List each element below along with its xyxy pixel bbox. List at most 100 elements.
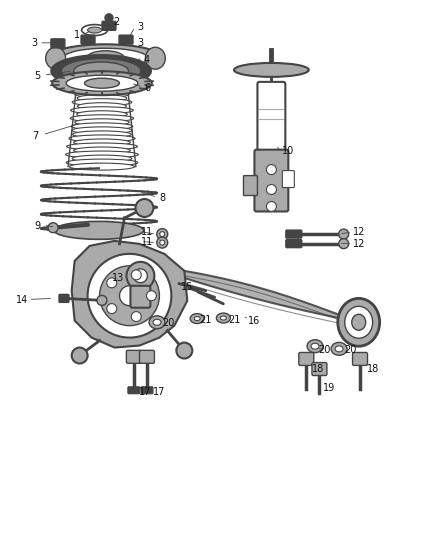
Ellipse shape xyxy=(71,123,133,130)
Text: 14: 14 xyxy=(16,295,28,305)
Circle shape xyxy=(134,269,148,283)
FancyBboxPatch shape xyxy=(244,175,258,196)
FancyBboxPatch shape xyxy=(141,387,153,394)
FancyBboxPatch shape xyxy=(127,350,141,364)
Ellipse shape xyxy=(234,63,309,77)
Circle shape xyxy=(131,312,141,321)
Text: 16: 16 xyxy=(248,316,260,326)
Text: 9: 9 xyxy=(35,221,41,231)
Text: 20: 20 xyxy=(318,345,331,355)
Ellipse shape xyxy=(81,25,107,36)
Text: 1: 1 xyxy=(74,30,80,41)
Ellipse shape xyxy=(149,316,165,329)
Ellipse shape xyxy=(75,119,129,126)
FancyBboxPatch shape xyxy=(81,35,95,44)
Ellipse shape xyxy=(307,340,323,353)
Ellipse shape xyxy=(74,91,129,98)
Ellipse shape xyxy=(61,59,141,84)
Ellipse shape xyxy=(63,49,148,68)
Ellipse shape xyxy=(77,95,127,102)
Ellipse shape xyxy=(71,107,133,114)
Ellipse shape xyxy=(311,343,319,349)
Ellipse shape xyxy=(66,159,138,166)
Text: 3: 3 xyxy=(138,22,144,33)
Ellipse shape xyxy=(85,78,120,88)
Circle shape xyxy=(127,262,154,290)
Ellipse shape xyxy=(77,111,127,118)
Ellipse shape xyxy=(74,139,131,146)
Ellipse shape xyxy=(216,313,230,323)
Ellipse shape xyxy=(220,316,226,320)
Text: 15: 15 xyxy=(181,281,194,292)
Ellipse shape xyxy=(74,62,128,80)
Ellipse shape xyxy=(72,127,132,134)
Circle shape xyxy=(131,270,141,280)
Ellipse shape xyxy=(72,155,132,162)
Ellipse shape xyxy=(52,71,152,95)
Ellipse shape xyxy=(66,75,138,91)
Polygon shape xyxy=(72,241,187,348)
Ellipse shape xyxy=(48,44,163,72)
Circle shape xyxy=(177,343,192,359)
Circle shape xyxy=(88,254,171,337)
Circle shape xyxy=(146,290,156,301)
Text: 2: 2 xyxy=(113,17,120,27)
Text: 20: 20 xyxy=(162,318,175,328)
Text: 18: 18 xyxy=(311,364,324,374)
Text: 13: 13 xyxy=(112,273,124,283)
Text: 11: 11 xyxy=(141,237,153,247)
Circle shape xyxy=(99,266,159,326)
FancyBboxPatch shape xyxy=(119,35,133,44)
FancyBboxPatch shape xyxy=(139,350,155,364)
Text: 10: 10 xyxy=(282,146,294,156)
FancyBboxPatch shape xyxy=(102,21,116,30)
Circle shape xyxy=(48,223,58,233)
Ellipse shape xyxy=(67,143,138,150)
Ellipse shape xyxy=(194,317,200,320)
Ellipse shape xyxy=(331,342,347,356)
Text: 21: 21 xyxy=(200,314,212,325)
Ellipse shape xyxy=(88,27,102,33)
Ellipse shape xyxy=(73,131,131,138)
Circle shape xyxy=(339,229,349,239)
Ellipse shape xyxy=(71,115,134,122)
FancyBboxPatch shape xyxy=(283,171,294,188)
Ellipse shape xyxy=(335,346,343,352)
Ellipse shape xyxy=(345,306,373,338)
Circle shape xyxy=(107,278,117,288)
Ellipse shape xyxy=(54,221,144,239)
Text: 18: 18 xyxy=(367,364,380,374)
Circle shape xyxy=(266,201,276,212)
Ellipse shape xyxy=(76,87,128,94)
Circle shape xyxy=(157,237,168,248)
FancyBboxPatch shape xyxy=(353,352,367,366)
FancyBboxPatch shape xyxy=(128,387,140,394)
FancyBboxPatch shape xyxy=(51,39,65,48)
FancyBboxPatch shape xyxy=(286,230,302,238)
FancyBboxPatch shape xyxy=(299,352,314,366)
Circle shape xyxy=(157,229,168,239)
Ellipse shape xyxy=(153,319,161,325)
Ellipse shape xyxy=(46,47,66,69)
Ellipse shape xyxy=(72,99,132,106)
Circle shape xyxy=(107,304,117,313)
Circle shape xyxy=(266,165,276,175)
Ellipse shape xyxy=(69,135,135,142)
Ellipse shape xyxy=(338,298,380,346)
Ellipse shape xyxy=(78,103,127,110)
Circle shape xyxy=(339,239,349,248)
Text: 8: 8 xyxy=(159,193,165,204)
Circle shape xyxy=(160,232,165,237)
Text: 6: 6 xyxy=(144,83,150,93)
Ellipse shape xyxy=(87,51,124,66)
Text: 17: 17 xyxy=(153,387,166,397)
Text: 12: 12 xyxy=(353,228,365,238)
Text: 11: 11 xyxy=(141,228,153,238)
Ellipse shape xyxy=(145,47,165,69)
Circle shape xyxy=(266,184,276,195)
Text: 21: 21 xyxy=(229,314,241,325)
Text: 20: 20 xyxy=(344,345,356,355)
FancyBboxPatch shape xyxy=(286,240,302,248)
Circle shape xyxy=(97,295,107,305)
Text: 12: 12 xyxy=(353,239,365,249)
